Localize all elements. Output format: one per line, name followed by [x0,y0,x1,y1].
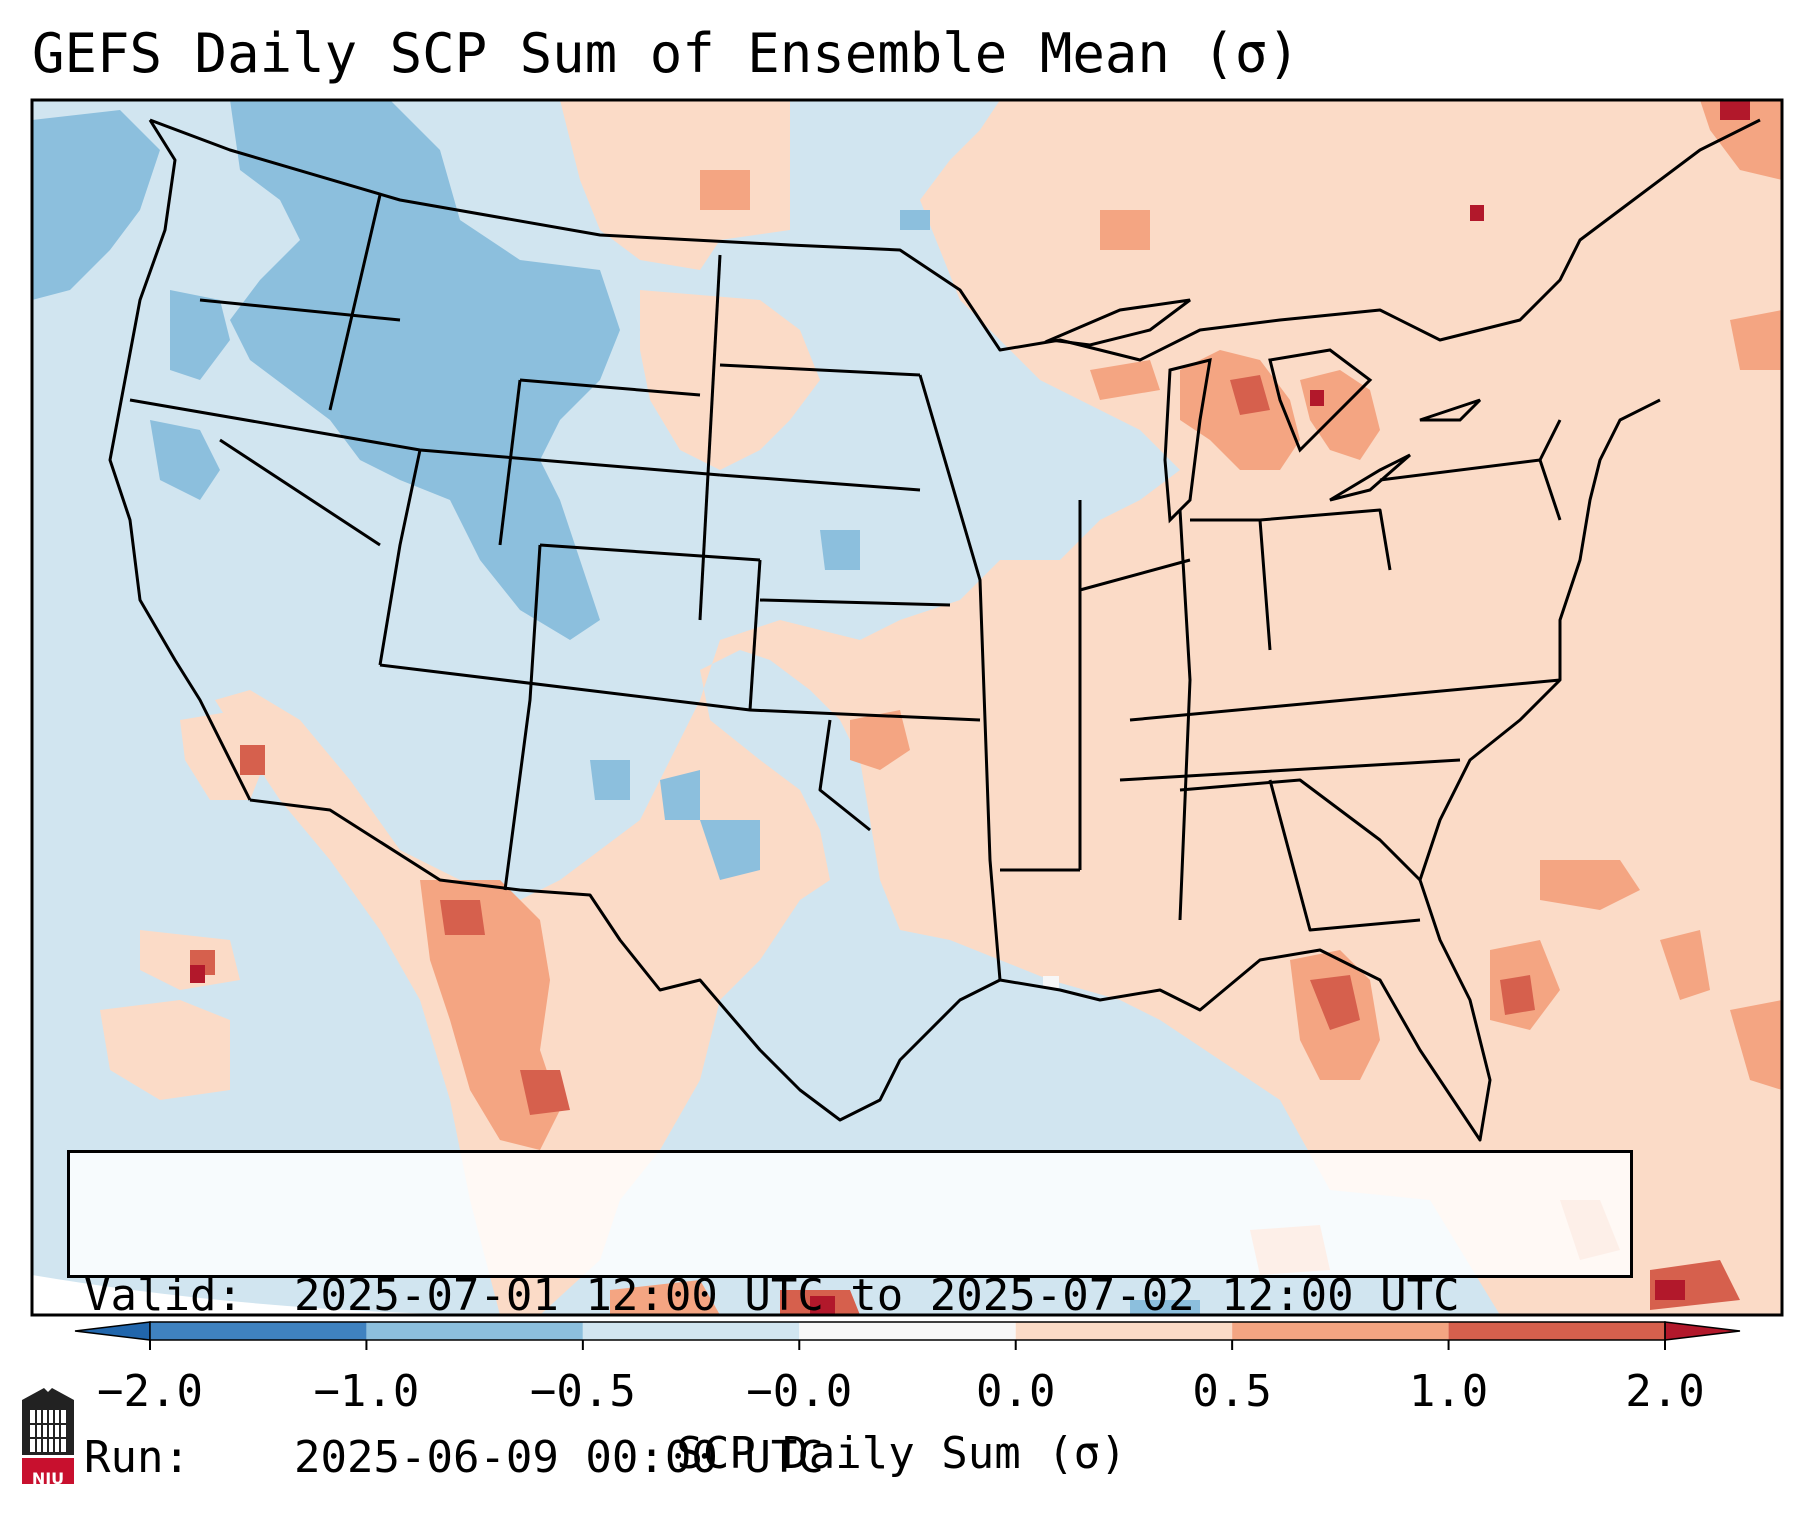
colorbar-extend-high [1664,1321,1741,1341]
map-canvas [22,98,1784,1484]
colorbar-segment [1015,1322,1233,1340]
colorbar-segment [1232,1322,1449,1340]
positive-max-spot [190,100,1750,1315]
negative-medium-region [32,100,1200,1315]
colorbar-segment [799,1322,1016,1340]
colorbar-tick-label: −0.5 [529,1366,636,1417]
valid-row: Valid: 2025-07-01 12:00 UTC to 2025-07-02… [84,1269,1630,1323]
great-lakes [1044,298,1482,524]
colorbar-segment [582,1322,800,1340]
scp-field [32,100,1782,1315]
run-label: Run: [84,1432,190,1483]
neutral-spot [1043,976,1059,988]
colorbar [74,1321,1741,1350]
logo-text: NIU [31,1469,65,1488]
run-value: 2025-06-09 00:00 UTC [294,1432,824,1483]
run-row: Run: 2025-06-09 00:00 UTC [84,1431,1630,1485]
colorbar-tick-label: 1.0 [1408,1366,1489,1417]
positive-dark-region [190,375,1740,1315]
chart-title: GEFS Daily SCP Sum of Ensemble Mean (σ) [32,22,1300,85]
colorbar-segment [150,1322,367,1340]
valid-value: 2025-07-01 12:00 UTC to 2025-07-02 12:00… [294,1270,1460,1321]
colorbar-tick-label: −2.0 [97,1366,203,1417]
colorbar-tick-label: −1.0 [313,1366,420,1417]
political-boundaries [108,118,1761,1142]
valid-run-box: Valid: 2025-07-01 12:00 UTC to 2025-07-02… [67,1150,1633,1483]
colorbar-tick-label: −0.0 [746,1366,853,1417]
colorbar-outline [149,1321,1666,1341]
niu-logo-icon [22,1388,74,1484]
colorbar-segment [1448,1322,1665,1340]
colorbar-label: SCP Daily Sum (σ) [676,1428,1127,1479]
colorbar-tick-label: 0.0 [975,1366,1056,1417]
map-frame [30,98,1784,1317]
colorbar-segment [366,1322,583,1340]
valid-label: Valid: [84,1270,243,1321]
colorbar-tick-label: 2.0 [1625,1366,1705,1417]
colorbar-tick-label: 0.5 [1192,1366,1272,1417]
